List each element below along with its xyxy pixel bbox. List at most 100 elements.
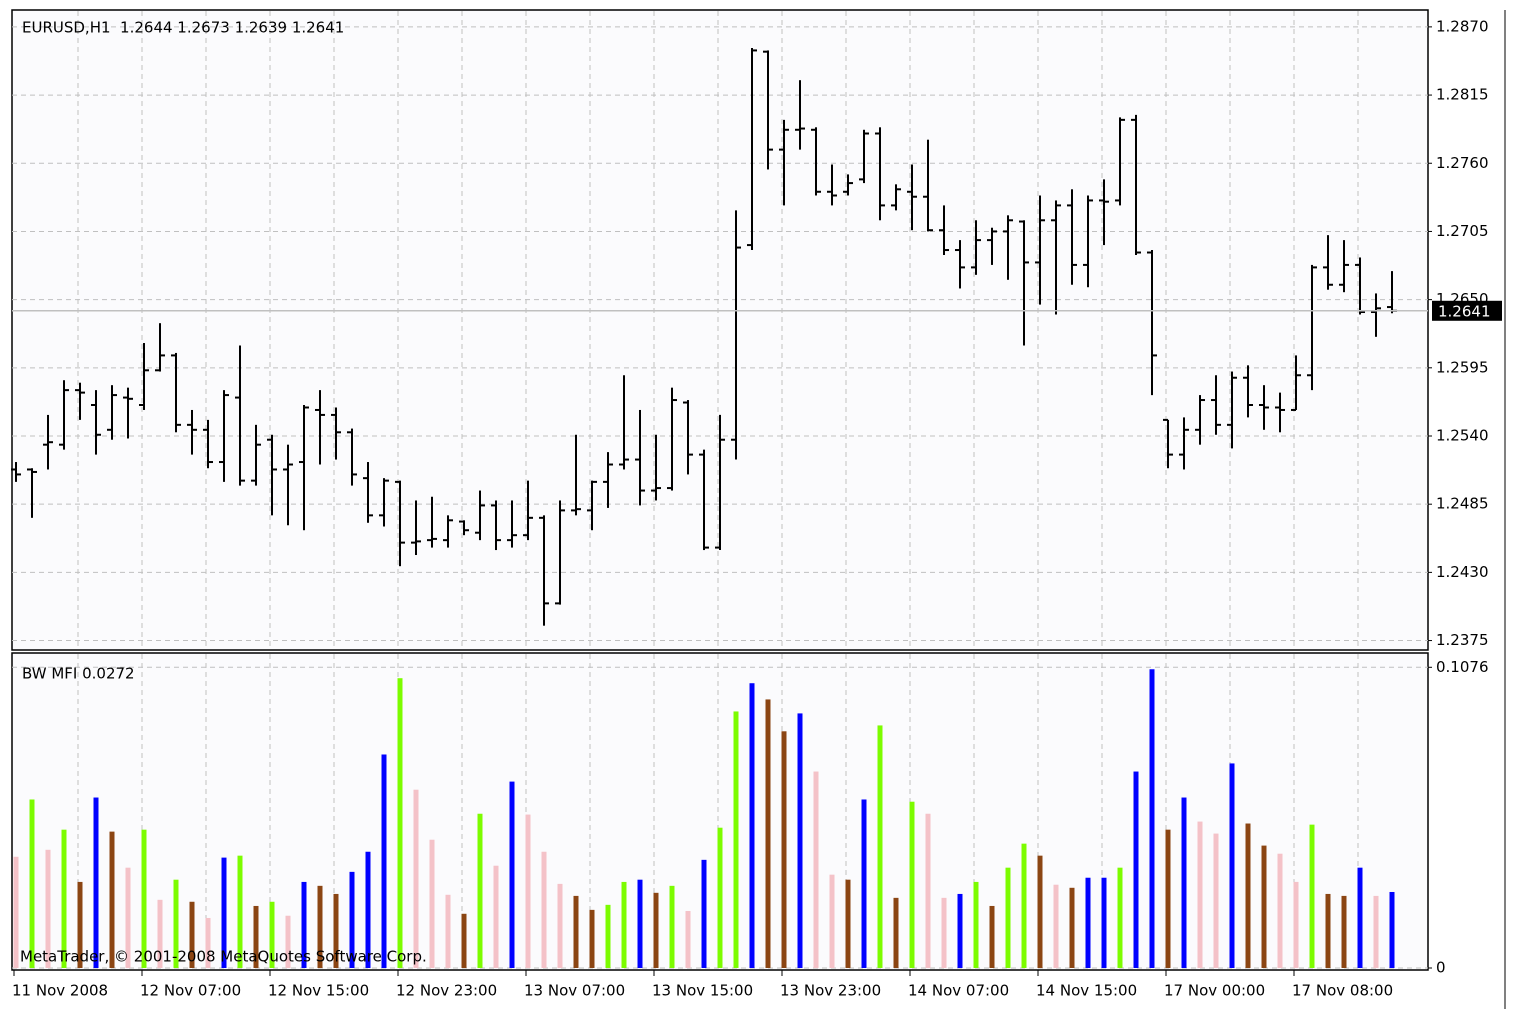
mfi-bar [237,855,243,968]
mfi-bar [765,699,771,968]
mfi-bar [989,905,995,968]
x-tick-label: 17 Nov 08:00 [1292,982,1393,1000]
watermark: MetaTrader, © 2001-2008 MetaQuotes Softw… [20,948,427,966]
mfi-bar [1053,884,1059,968]
mfi-bar [1229,763,1235,968]
mfi-bar [1357,867,1363,968]
y-tick-label: 1.2375 [1436,631,1489,649]
bid-label: 1.2641 [1438,302,1491,320]
y-tick-label: 1.2760 [1436,154,1489,172]
mfi-bar [749,683,755,968]
mfi-bar [1165,829,1171,968]
mfi-bar [413,789,419,968]
x-tick-label: 13 Nov 15:00 [652,982,753,1000]
mfi-bar [269,901,275,968]
mfi-bar [973,881,979,968]
mfi-bar [429,839,435,968]
mfi-bar [13,856,19,968]
x-tick-label: 11 Nov 2008 [12,982,108,1000]
mfi-bar [1261,845,1267,968]
mfi-bar [125,867,131,968]
y-tick-label: 1.2540 [1436,427,1489,445]
x-tick-label: 12 Nov 15:00 [268,982,369,1000]
mfi-bar [941,897,947,968]
mfi-bar [557,883,563,968]
mfi-bar [861,799,867,968]
mfi-bar [333,893,339,968]
x-tick-label: 12 Nov 07:00 [140,982,241,1000]
mfi-bar [285,915,291,968]
mfi-bar [637,879,643,968]
mfi-bar [45,849,51,968]
x-tick-label: 13 Nov 07:00 [524,982,625,1000]
mfi-bar [957,893,963,968]
y-tick-label: 1.2430 [1436,563,1489,581]
mfi-bar [1117,867,1123,968]
mfi-bar [1373,895,1379,968]
mfi-bar [525,814,531,968]
mfi-bar [1133,771,1139,968]
y-tick-label: 1.2485 [1436,495,1489,513]
y-tick-label: 1.2705 [1436,222,1489,240]
mfi-bar [925,813,931,968]
mfi-bar [573,895,579,968]
y-tick-label: 1.2595 [1436,358,1489,376]
mfi-bar [717,827,723,968]
x-tick-label: 12 Nov 23:00 [396,982,497,1000]
mfi-bar [77,881,83,968]
mfi-bar [493,865,499,968]
x-tick-label: 14 Nov 15:00 [1036,982,1137,1000]
mfi-bar [173,879,179,968]
y-tick-label: 0.1076 [1436,658,1489,676]
mfi-bar [1309,824,1315,968]
mfi-bar [685,910,691,968]
y-tick-label: 0 [1436,959,1446,977]
mfi-bar [1021,843,1027,968]
mfi-bar [797,713,803,968]
mfi-bar [221,857,227,968]
mfi-bar [461,913,467,968]
mfi-bar [909,801,915,968]
mfi-bar [781,731,787,968]
mfi-bar [157,899,163,968]
mfi-bar [141,829,147,968]
mfi-bar [365,851,371,968]
mfi-bar [1293,881,1299,968]
mfi-bar [205,917,211,968]
mfi-bar [109,831,115,968]
mfi-bar [61,829,67,968]
mfi-bar [621,881,627,968]
mfi-bar [1277,853,1283,968]
mfi-bar [381,754,387,968]
price-panel [11,9,1429,651]
mfi-bar [1341,895,1347,968]
mfi-bar [317,885,323,968]
mfi-bar [1149,669,1155,968]
plot-layer: 1.28701.28151.27601.27051.26501.25951.25… [11,11,1502,1000]
mfi-bar [477,813,483,968]
x-tick-label: 17 Nov 00:00 [1164,982,1265,1000]
mfi-bar [253,905,259,968]
mfi-bar [1037,855,1043,968]
mfi-bar [1325,893,1331,968]
chart-title: EURUSD,H1 1.2644 1.2673 1.2639 1.2641 [22,19,344,37]
mfi-bar [589,909,595,968]
y-tick-label: 1.2870 [1436,17,1489,35]
mfi-bar [1245,823,1251,968]
mfi-bar [877,725,883,968]
mfi-bar [653,892,659,968]
mfi-bar [29,799,35,968]
mfi-bar [1069,887,1075,968]
mfi-bar [301,881,307,968]
mfi-bar [349,871,355,968]
bid-label-box [1432,300,1502,321]
mfi-bar [813,771,819,968]
indicator-title: BW MFI 0.0272 [22,665,135,683]
mfi-bar [1085,877,1091,968]
y-tick-label: 1.2815 [1436,86,1489,104]
x-tick-label: 14 Nov 07:00 [908,982,1009,1000]
mfi-bar [605,904,611,968]
mfi-bar [669,885,675,968]
mfi-bar [845,879,851,968]
mfi-bar [701,859,707,968]
